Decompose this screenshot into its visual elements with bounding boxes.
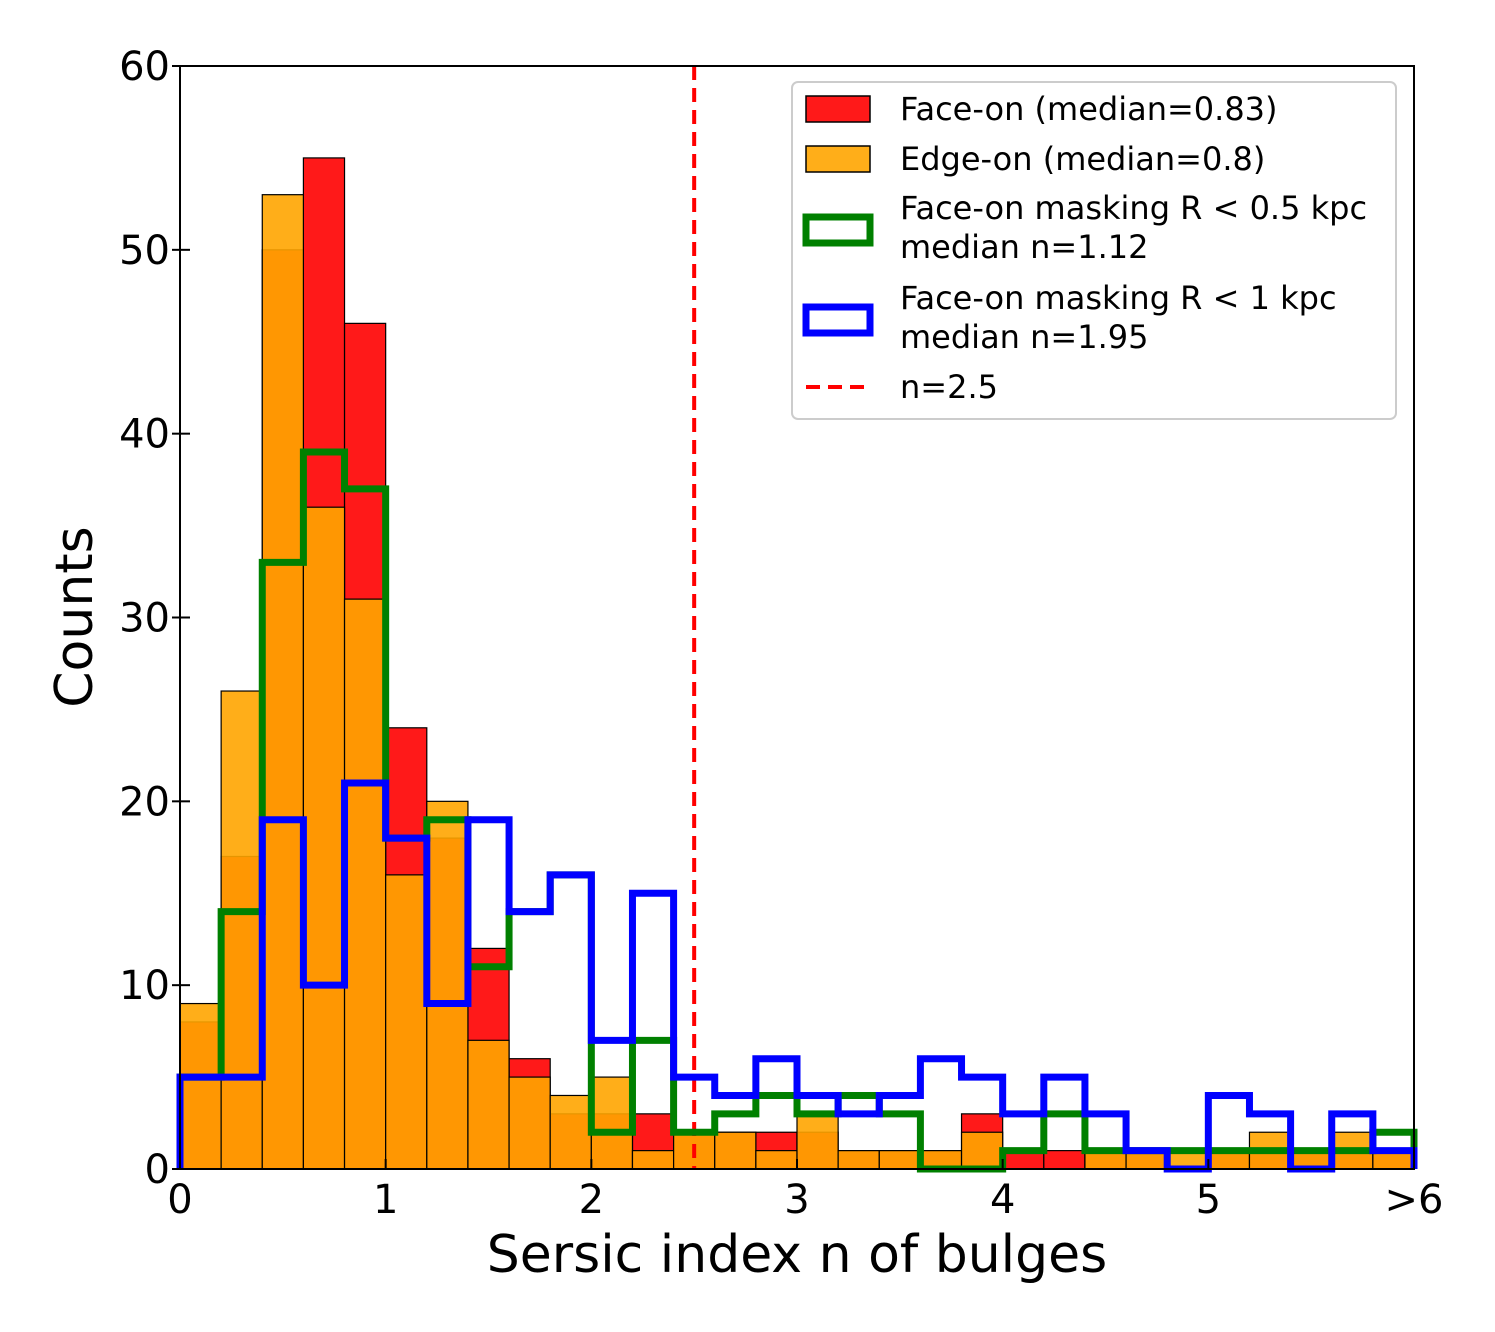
bars-layer xyxy=(179,157,1415,1170)
legend-label-mask-05-line1: Face-on masking R < 0.5 kpc xyxy=(900,189,1367,227)
x-tick-label-3: 3 xyxy=(784,1177,809,1223)
bar-edge-on-6 xyxy=(426,800,469,1170)
step-face-on-masking-r-1-kpc xyxy=(176,779,1418,1173)
x-tick-label-6: >6 xyxy=(1385,1177,1444,1223)
bar-edge-on-5 xyxy=(385,874,428,1170)
bar-face-on-21 xyxy=(1043,1150,1086,1170)
bar-edge-on-3 xyxy=(302,506,346,1170)
bar-edge-on-14 xyxy=(755,1150,798,1170)
x-tick-label-0: 0 xyxy=(167,1177,192,1223)
bar-edge-on-7 xyxy=(467,1039,510,1170)
legend-label-edge-on: Edge-on (median=0.8) xyxy=(900,140,1265,178)
bar-edge-on-13 xyxy=(714,1131,757,1170)
y-tick-label-2: 20 xyxy=(119,779,170,825)
y-tick-label-6: 60 xyxy=(119,44,170,90)
x-axis-label: Sersic index n of bulges xyxy=(487,1225,1107,1285)
bar-edge-on-9 xyxy=(549,1094,592,1170)
y-tick-label-5: 50 xyxy=(119,228,170,274)
bar-edge-on-1 xyxy=(220,690,263,1170)
ticks-layer: 0 1 2 3 4 5 >6 0 10 20 30 40 50 60 xyxy=(119,44,1443,1223)
bar-edge-on-4 xyxy=(343,598,387,1170)
legend-label-mask-1-line1: Face-on masking R < 1 kpc xyxy=(900,279,1337,317)
y-axis-label: Counts xyxy=(45,526,105,708)
x-tick-label-4: 4 xyxy=(990,1177,1015,1223)
legend-label-face-on: Face-on (median=0.83) xyxy=(900,90,1278,128)
legend-label-mask-1-line2: median n=1.95 xyxy=(900,318,1148,356)
steps-layer xyxy=(176,448,1418,1173)
x-tick-label-2: 2 xyxy=(579,1177,604,1223)
legend-swatch-mask-1 xyxy=(802,303,874,337)
bar-edge-on-8 xyxy=(508,1076,551,1170)
legend-label-mask-05-line2: median n=1.12 xyxy=(900,228,1148,266)
bar-edge-on-2 xyxy=(261,194,304,1170)
bar-edge-on-11 xyxy=(631,1150,675,1170)
bar-edge-on-10 xyxy=(590,1076,634,1170)
y-tick-label-1: 10 xyxy=(119,963,170,1009)
legend-label-vline: n=2.5 xyxy=(900,368,998,406)
legend-box xyxy=(791,81,1397,420)
bar-edge-on-17 xyxy=(878,1150,921,1170)
legend-swatch-edge-on xyxy=(805,145,871,173)
bar-edge-on-19 xyxy=(960,1131,1004,1170)
legend: Face-on (median=0.83) Edge-on (median=0.… xyxy=(791,81,1397,420)
bar-edge-on-0 xyxy=(179,1002,222,1170)
bar-edge-on-16 xyxy=(837,1150,880,1170)
y-tick-label-3: 30 xyxy=(119,596,170,642)
y-tick-label-0: 0 xyxy=(145,1147,170,1193)
legend-swatch-face-on xyxy=(805,95,871,123)
bar-edge-on-15 xyxy=(796,1113,839,1170)
y-tick-label-4: 40 xyxy=(119,412,170,458)
legend-swatch-mask-05 xyxy=(802,213,874,247)
x-tick-label-1: 1 xyxy=(373,1177,398,1223)
x-tick-label-5: 5 xyxy=(1196,1177,1221,1223)
